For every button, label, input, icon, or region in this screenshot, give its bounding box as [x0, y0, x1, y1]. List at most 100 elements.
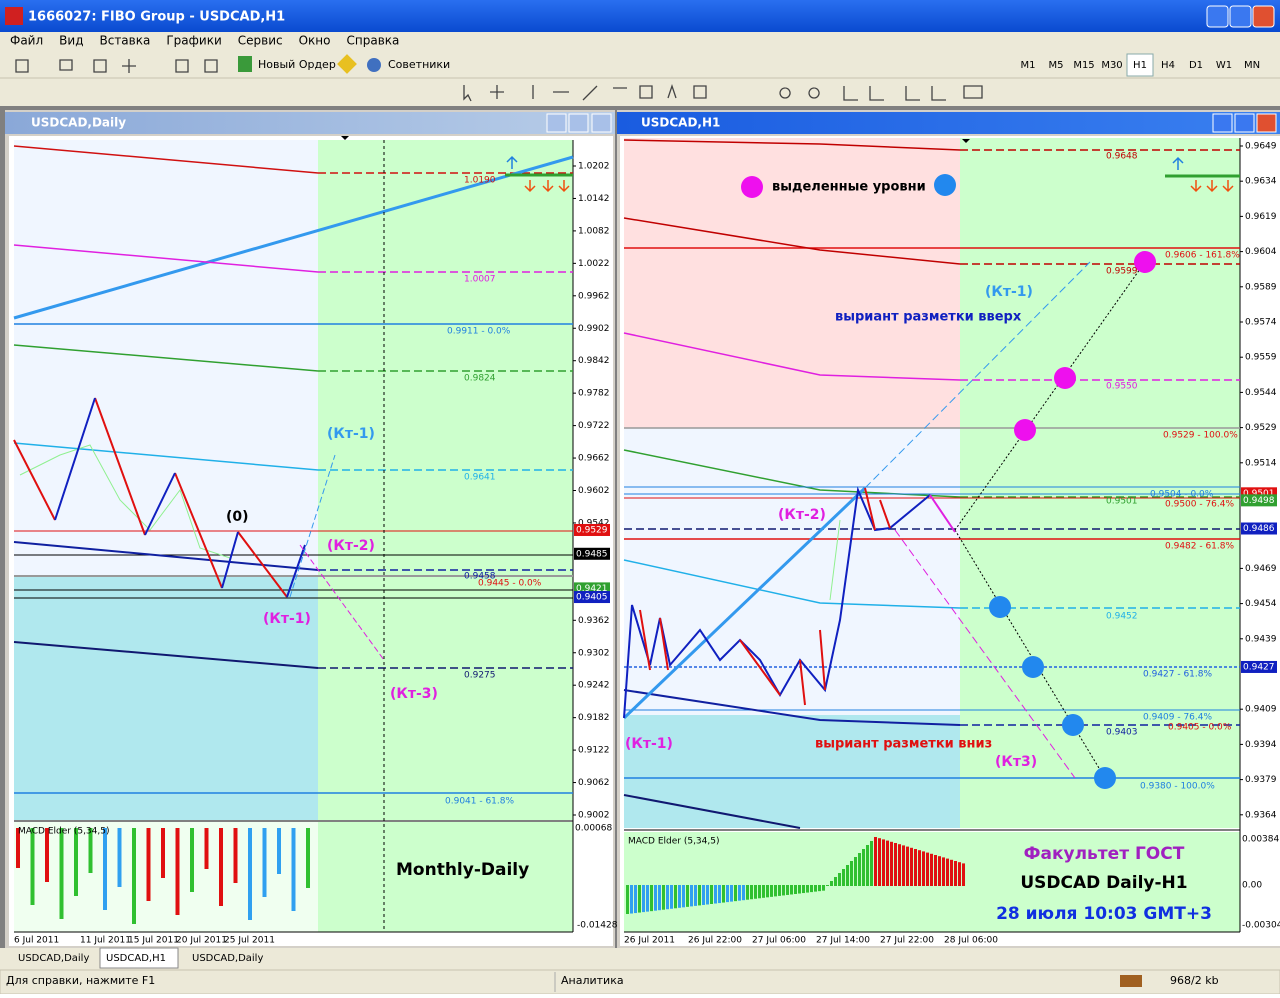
price-mark-bg	[574, 547, 610, 560]
status-bar	[0, 969, 1280, 995]
price-tick: 1.0022	[578, 259, 610, 269]
histogram-bar	[45, 828, 49, 882]
indicator-label: MACD Elder (5,34,5)	[18, 827, 110, 837]
histogram-bar	[306, 828, 310, 888]
macd-tick: -0.00304	[1242, 921, 1280, 931]
annotation: выриант разметки вниз	[815, 737, 992, 752]
menu-item[interactable]: Справка	[347, 34, 400, 48]
menu-item[interactable]: Окно	[299, 34, 331, 48]
histogram-bar	[742, 885, 745, 901]
histogram-bar	[686, 885, 689, 907]
histogram-bar	[626, 885, 629, 914]
experts-button[interactable]: Советники	[388, 58, 450, 71]
app-icon	[5, 7, 23, 25]
timeframe-button[interactable]: MN	[1244, 60, 1260, 71]
histogram-bar	[810, 885, 813, 893]
minimize[interactable]	[1212, 113, 1233, 133]
date-label: 26 Jul 22:00	[688, 936, 742, 946]
status-traffic: 968/2 kb	[1170, 974, 1219, 987]
histogram-bar	[175, 828, 180, 915]
histogram-bar	[219, 828, 223, 906]
left-window-title: USDCAD,Daily	[31, 116, 126, 130]
price-tick: 0.9122	[578, 746, 610, 756]
price-tick: 0.9842	[578, 356, 610, 366]
maximize[interactable]	[568, 113, 589, 133]
histogram-bar	[248, 828, 252, 920]
date-label: 25 Jul 2011	[224, 936, 275, 946]
histogram-bar	[802, 885, 805, 894]
histogram-bar	[638, 885, 641, 913]
price-tick: 0.9619	[1245, 212, 1277, 222]
timeframe-button[interactable]: M15	[1073, 60, 1094, 71]
histogram-bar	[654, 885, 657, 911]
histogram-bar	[938, 856, 941, 886]
level-label: 0.9445 - 0.0%	[478, 579, 542, 589]
histogram-bar	[204, 828, 209, 869]
tab[interactable]: USDCAD,Daily	[18, 953, 89, 964]
histogram-bar	[277, 828, 281, 874]
histogram-bar	[738, 885, 741, 901]
menu-item[interactable]: Вид	[59, 34, 83, 48]
histogram-bar	[646, 885, 649, 912]
histogram-bar	[694, 885, 697, 906]
timeframe-button[interactable]: H1	[1133, 60, 1147, 71]
histogram-bar	[630, 885, 633, 914]
macd-tick: 0.00384	[1242, 835, 1279, 845]
price-tick: 0.9409	[1245, 705, 1277, 715]
histogram-bar	[814, 885, 817, 892]
tab[interactable]: USDCAD,H1	[106, 953, 166, 964]
level-label: 0.9501	[1106, 497, 1138, 507]
status-help: Для справки, нажмите F1	[6, 974, 155, 987]
maximize[interactable]	[1229, 5, 1252, 28]
timeframe-button[interactable]: W1	[1216, 60, 1232, 71]
histogram-bar	[790, 885, 793, 895]
level-label: 0.9550	[1106, 382, 1138, 392]
price-mark: 0.9405	[576, 593, 608, 603]
timeframe-button[interactable]: D1	[1189, 60, 1203, 71]
histogram-bar	[918, 850, 921, 886]
timeframe-button[interactable]: M5	[1049, 60, 1064, 71]
menu-item[interactable]: Файл	[10, 34, 43, 48]
annotation: 28 июля 10:03 GMT+3	[996, 904, 1212, 924]
histogram-bar	[850, 861, 853, 886]
menu-item[interactable]: Графики	[166, 34, 221, 48]
histogram-bar	[854, 857, 857, 886]
price-tick: 1.0082	[578, 226, 610, 236]
macd-tick: 0.00	[1242, 881, 1262, 891]
level-label: 0.9824	[464, 374, 496, 384]
icon	[367, 58, 381, 72]
price-mark: 0.9529	[576, 525, 608, 535]
tab[interactable]: USDCAD,Daily	[192, 953, 263, 964]
histogram-bar	[750, 885, 753, 900]
histogram-bar	[882, 839, 885, 886]
histogram-bar	[818, 885, 821, 892]
minimize[interactable]	[1206, 5, 1229, 28]
histogram-bar	[942, 857, 945, 886]
histogram-bar	[806, 885, 809, 893]
annotation: Monthly-Daily	[396, 860, 529, 880]
menu-item[interactable]: Сервис	[238, 34, 283, 48]
timeframe-button[interactable]: M1	[1021, 60, 1036, 71]
annotation: (Кт-1)	[625, 736, 673, 752]
price-tick: 0.9362	[578, 616, 610, 626]
maximize[interactable]	[1234, 113, 1255, 133]
histogram-bar	[754, 885, 757, 899]
timeframe-button[interactable]: M30	[1101, 60, 1122, 71]
level-label: 0.9529 - 100.0%	[1163, 431, 1238, 441]
minimize[interactable]	[546, 113, 567, 133]
close[interactable]	[1256, 113, 1277, 133]
close[interactable]	[1252, 5, 1275, 28]
timeframe-button[interactable]: H4	[1161, 60, 1175, 71]
menu-item[interactable]: Вставка	[99, 34, 150, 48]
level-label: 0.9041 - 61.8%	[445, 797, 514, 807]
date-label: 27 Jul 14:00	[816, 936, 870, 946]
annotation: (Кт-1)	[985, 284, 1033, 300]
level-label: 0.9500 - 76.4%	[1165, 500, 1234, 510]
macd-bars	[16, 828, 310, 924]
tab-bar	[0, 948, 1280, 968]
new-order-button[interactable]: Новый Ордер	[258, 58, 336, 71]
close[interactable]	[591, 113, 612, 133]
level-label: 0.9641	[464, 473, 496, 483]
price-tick: 0.9394	[1245, 740, 1277, 750]
